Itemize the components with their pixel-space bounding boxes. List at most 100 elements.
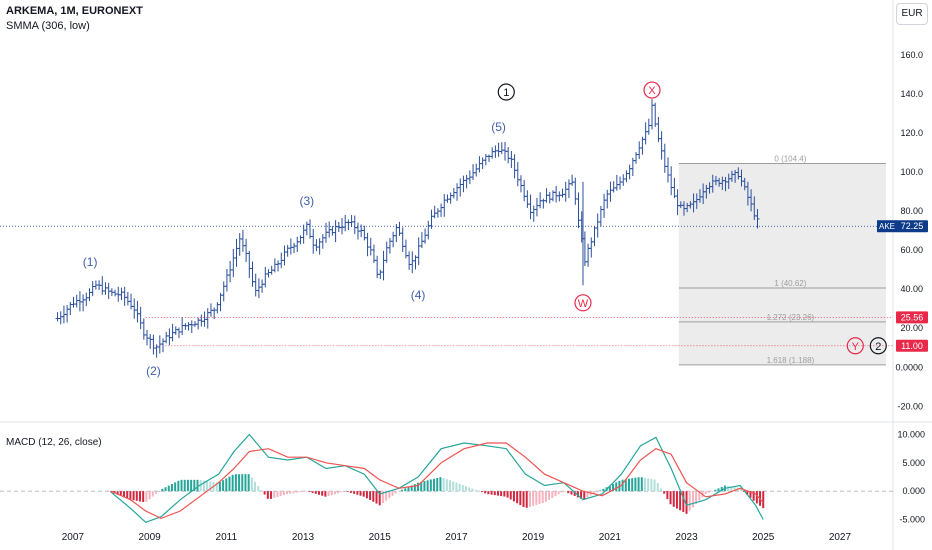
macd-histogram-bar bbox=[234, 474, 237, 492]
macd-histogram-bar bbox=[164, 487, 167, 492]
macd-histogram-bar bbox=[369, 491, 372, 501]
y-tick-label: 20.00 bbox=[900, 323, 923, 333]
macd-histogram-bar bbox=[177, 480, 180, 492]
macd-histogram-bar bbox=[650, 479, 653, 492]
macd-histogram-bar bbox=[528, 491, 531, 507]
macd-histogram-bar bbox=[135, 491, 138, 501]
macd-histogram-bar bbox=[378, 491, 381, 506]
y-tick-label: 80.00 bbox=[900, 206, 923, 216]
macd-histogram-bar bbox=[461, 485, 464, 492]
fib-retracement-tool[interactable]: 0 (104.4) 1 (40.62) 1.272 (23.26) 1.618 (1.… bbox=[678, 154, 886, 366]
wave-label: (2) bbox=[146, 364, 161, 378]
macd-histogram-bar bbox=[273, 491, 276, 498]
macd-histogram-bar bbox=[401, 489, 404, 492]
x-tick-label: 2015 bbox=[369, 532, 392, 543]
macd-histogram-bar bbox=[717, 488, 720, 492]
macd-histogram-bar bbox=[349, 491, 352, 493]
last-price-badge-bg bbox=[896, 220, 928, 233]
macd-histogram-bar bbox=[231, 474, 234, 492]
macd-histogram-bar bbox=[522, 491, 525, 508]
x-tick-label: 2025 bbox=[752, 532, 775, 543]
macd-histogram-bar bbox=[247, 474, 250, 492]
currency-button[interactable]: EUR bbox=[896, 3, 928, 25]
macd-histogram-bar bbox=[254, 481, 257, 492]
fib-zone bbox=[678, 163, 886, 365]
wave-circle-x bbox=[643, 81, 661, 99]
macd-histogram-bar bbox=[397, 491, 400, 492]
macd-histogram-bar bbox=[628, 478, 631, 492]
x-tick-label: 2027 bbox=[829, 532, 852, 543]
macd-histogram-bar bbox=[471, 488, 474, 492]
macd-histogram-bar bbox=[512, 491, 515, 502]
macd-histogram-bar bbox=[426, 480, 429, 492]
macd-histogram-bar bbox=[317, 491, 320, 495]
macd-histogram-bar bbox=[733, 487, 736, 492]
macd-histogram-bar bbox=[503, 491, 506, 497]
macd-histogram-bar bbox=[516, 491, 519, 504]
level-badge-11-00: 11.00 bbox=[901, 341, 923, 351]
macd-histogram-bar bbox=[688, 491, 691, 511]
macd-histogram-bar bbox=[656, 483, 659, 492]
macd-histogram-bar bbox=[493, 491, 496, 496]
macd-histogram-bar bbox=[289, 491, 292, 494]
macd-histogram-bar bbox=[241, 474, 244, 492]
fib-level-label: 1 (40.62) bbox=[774, 279, 806, 288]
macd-histogram-bar bbox=[292, 491, 295, 494]
wave-circle-y bbox=[846, 337, 864, 355]
price-bars bbox=[55, 99, 760, 358]
y-tick-label: 120.0 bbox=[900, 128, 923, 138]
macd-histogram-bar bbox=[525, 491, 528, 508]
macd-histogram-bar bbox=[704, 491, 707, 494]
macd-histogram-bar bbox=[653, 479, 656, 492]
level-badge-11-00-bg bbox=[896, 339, 928, 352]
macd-histogram-bar bbox=[167, 485, 170, 492]
macd-histogram-bar bbox=[126, 491, 129, 499]
macd-histogram-bar bbox=[573, 491, 576, 496]
smma-indicator-label: SMMA (306, low) bbox=[6, 20, 90, 32]
macd-histogram-bar bbox=[720, 486, 723, 492]
macd-histogram-bar bbox=[452, 481, 455, 492]
macd-histogram-bar bbox=[142, 491, 145, 503]
macd-histogram-bar bbox=[624, 479, 627, 492]
macd-histogram-bar bbox=[666, 491, 669, 499]
macd-histogram-bar bbox=[474, 489, 477, 492]
macd-histogram-bar bbox=[560, 491, 563, 493]
macd-y-tick-label: 0.000 bbox=[902, 486, 925, 496]
macd-histogram-bar bbox=[180, 479, 183, 492]
macd-histogram-bar bbox=[746, 491, 749, 495]
macd-histogram-bar bbox=[305, 491, 308, 492]
macd-histogram-bar bbox=[154, 491, 157, 494]
macd-histogram-bar bbox=[250, 477, 253, 492]
wave-label-2: 2 bbox=[875, 341, 881, 353]
macd-histogram-bar bbox=[621, 479, 624, 492]
macd-histogram-bar bbox=[698, 491, 701, 501]
macd-histogram-bar bbox=[145, 491, 148, 502]
macd-histogram-bar bbox=[327, 491, 330, 497]
wave-label: (1) bbox=[83, 255, 98, 269]
macd-histogram-bar bbox=[388, 491, 391, 499]
macd-histogram-bar bbox=[381, 491, 384, 503]
macd-histogram-bar bbox=[295, 491, 298, 493]
macd-histogram-bar bbox=[442, 477, 445, 492]
macd-histogram-bar bbox=[663, 491, 666, 494]
y-tick-label: 140.0 bbox=[900, 89, 923, 99]
macd-histogram-bar bbox=[755, 491, 758, 504]
macd-histogram-bar bbox=[407, 486, 410, 492]
wave-label: (4) bbox=[411, 288, 426, 302]
macd-histogram-bar bbox=[209, 481, 212, 492]
macd-histogram-bar bbox=[500, 491, 503, 497]
macd-y-tick-label: -5.000 bbox=[899, 515, 925, 525]
macd-histogram-bar bbox=[404, 488, 407, 492]
macd-histogram-bar bbox=[554, 491, 557, 497]
level-badge-25-56: 25.56 bbox=[901, 312, 924, 322]
macd-histogram-bar bbox=[343, 491, 346, 492]
macd-histogram-bar bbox=[123, 491, 126, 498]
ake-symbol-badge: AKE bbox=[879, 222, 895, 231]
macd-histogram-bar bbox=[487, 491, 490, 495]
macd-histogram-bar bbox=[311, 491, 314, 493]
macd-histogram-bar bbox=[148, 491, 151, 500]
macd-histogram-bar bbox=[583, 491, 586, 499]
macd-histogram-bar bbox=[564, 491, 567, 492]
macd-histogram-bar bbox=[596, 491, 599, 493]
